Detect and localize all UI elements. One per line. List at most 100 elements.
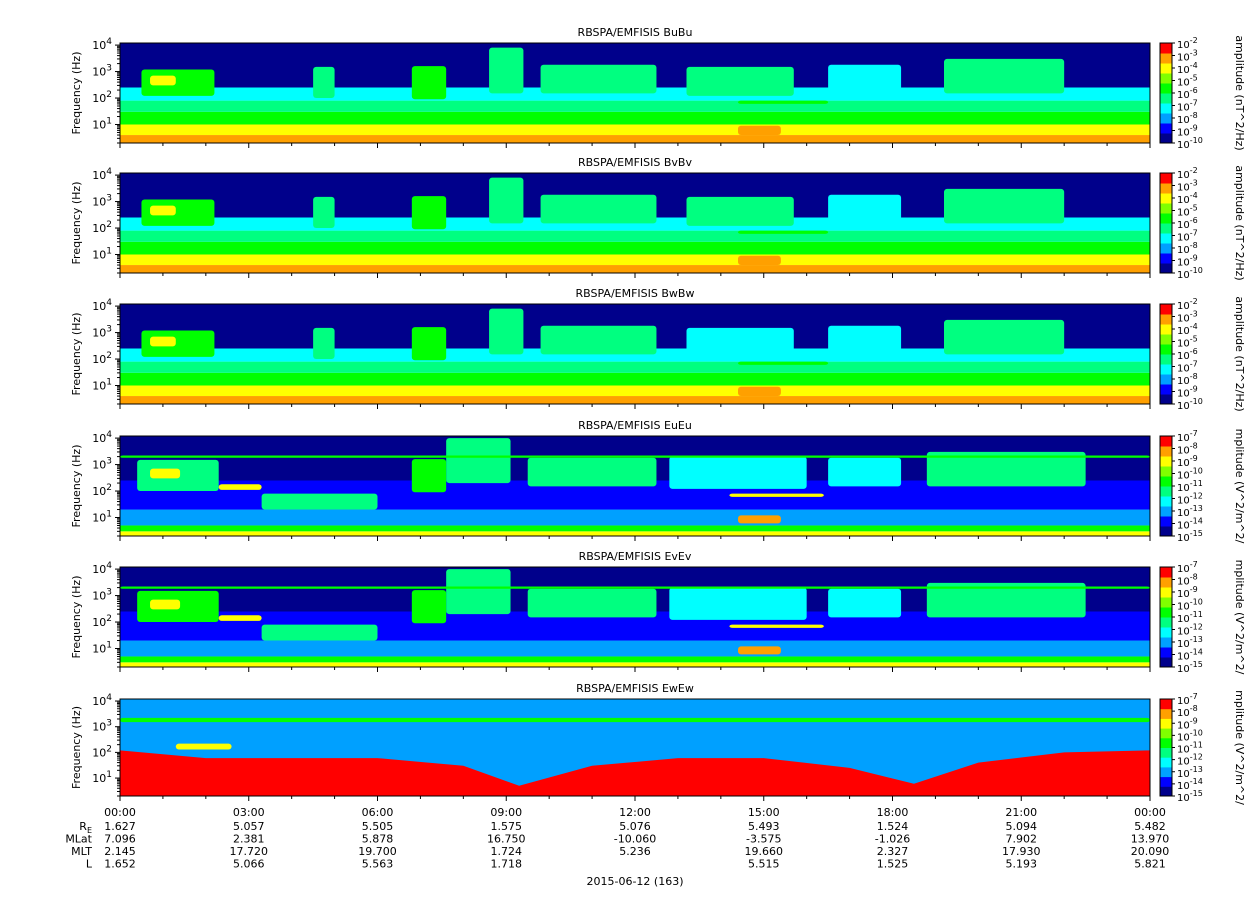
tick-base: 10 — [1177, 589, 1190, 600]
y-axis-label: Frequency (Hz) — [70, 445, 83, 528]
tick-exponent: -5 — [1190, 74, 1198, 83]
emission-feature — [926, 451, 1086, 487]
y-tick-label: 101 — [92, 770, 112, 785]
tick-base: 10 — [1177, 401, 1190, 412]
tick-exponent: -10 — [1190, 728, 1203, 737]
colorbar-swatch — [1160, 133, 1172, 144]
tick-exponent: -6 — [1190, 347, 1198, 356]
colorbar — [1159, 303, 1175, 405]
tick-base: 10 — [92, 353, 106, 366]
tick-base: 10 — [92, 92, 106, 105]
colorbar-swatch — [1160, 183, 1172, 194]
colorbar-tick-label: 10-13 — [1177, 504, 1203, 519]
colorbar-swatch — [1160, 757, 1172, 768]
ephemeris-value: 5.193 — [1006, 858, 1038, 871]
tick-base: 10 — [92, 248, 106, 261]
panel-title: RBSPA/EMFISIS BuBu — [578, 26, 693, 39]
spectrum-band — [120, 361, 1150, 373]
colorbar-swatch — [1160, 203, 1172, 214]
spectrogram-panel-3 — [115, 303, 1175, 409]
ephemeris-subscript: E — [87, 826, 92, 835]
colorbar-tick-label: 10-15 — [1177, 789, 1203, 804]
tick-base: 10 — [1177, 508, 1190, 519]
colorbar — [1159, 566, 1175, 668]
emission-feature — [150, 205, 176, 216]
tick-exponent: 3 — [106, 325, 112, 335]
tick-base: 10 — [1177, 53, 1190, 64]
colorbar-label: amplitude (nT^2/Hz) — [1233, 35, 1246, 150]
emission-feature — [944, 319, 1065, 355]
tick-exponent: -9 — [1190, 124, 1198, 133]
emission-feature — [150, 599, 181, 610]
tick-exponent: 2 — [106, 483, 112, 493]
colorbar-tick-label: 10-14 — [1177, 648, 1203, 663]
tick-exponent: 1 — [106, 246, 112, 256]
tick-exponent: -4 — [1190, 61, 1198, 70]
colorbar-tick-label: 10-7 — [1177, 229, 1198, 244]
tick-exponent: -8 — [1190, 704, 1198, 713]
tick-exponent: 2 — [106, 351, 112, 361]
spectrum-band — [120, 230, 1150, 242]
colorbar-swatch — [1160, 486, 1172, 497]
colorbar-tick-label: 10-10 — [1177, 397, 1203, 412]
ephemeris-value: 5.076 — [619, 820, 651, 833]
colorbar-tick-label: 10-8 — [1177, 442, 1198, 457]
ephemeris-value: 2.145 — [104, 845, 136, 858]
tick-exponent: -3 — [1190, 310, 1198, 319]
emission-feature — [446, 569, 511, 615]
emission-feature — [828, 325, 902, 355]
y-tick-label: 102 — [92, 483, 112, 498]
colorbar-tick-label: 10-5 — [1177, 204, 1198, 219]
tick-base: 10 — [1177, 376, 1190, 387]
tick-base: 10 — [1177, 270, 1190, 281]
tick-exponent: 1 — [106, 377, 112, 387]
tick-exponent: -9 — [1190, 585, 1198, 594]
spectrum-band — [120, 265, 1150, 273]
tick-exponent: 4 — [106, 561, 112, 571]
tick-base: 10 — [1177, 521, 1190, 532]
y-axis-label: Frequency (Hz) — [70, 52, 83, 135]
colorbar-swatch — [1160, 446, 1172, 457]
colorbar-tick-label: 10-11 — [1177, 610, 1203, 625]
ephemeris-value: 5.515 — [748, 858, 780, 871]
tick-exponent: -5 — [1190, 335, 1198, 344]
colorbar-swatch — [1160, 516, 1172, 527]
tick-exponent: 4 — [106, 298, 112, 308]
tick-base: 10 — [92, 300, 106, 313]
tick-base: 10 — [1177, 483, 1190, 494]
colorbar-swatch — [1160, 637, 1172, 648]
x-tick-label: 21:00 — [1005, 806, 1037, 819]
colorbar-swatch — [1160, 93, 1172, 104]
tick-base: 10 — [1177, 301, 1190, 312]
tick-exponent: -10 — [1190, 397, 1203, 406]
tick-exponent: -6 — [1190, 86, 1198, 95]
spectrum-band — [120, 100, 1150, 112]
colorbar-swatch — [1160, 304, 1172, 315]
tick-base: 10 — [1177, 78, 1190, 89]
tick-base: 10 — [92, 432, 106, 445]
colorbar-tick-label: 10-10 — [1177, 467, 1203, 482]
colorbar-swatch — [1160, 394, 1172, 405]
tick-base: 10 — [1177, 326, 1190, 337]
y-tick-label: 102 — [92, 351, 112, 366]
tick-exponent: 2 — [106, 744, 112, 754]
tick-base: 10 — [1177, 602, 1190, 613]
tick-exponent: -12 — [1190, 623, 1203, 632]
colorbar-swatch — [1160, 577, 1172, 588]
colorbar-swatch — [1160, 728, 1172, 739]
tick-base: 10 — [1177, 533, 1190, 544]
y-tick-label: 101 — [92, 116, 112, 131]
colorbar-swatch — [1160, 354, 1172, 365]
colorbar — [1159, 435, 1175, 537]
colorbar-swatch — [1160, 506, 1172, 517]
colorbar-swatch — [1160, 384, 1172, 395]
tick-base: 10 — [1177, 627, 1190, 638]
panel-plot-area — [120, 173, 1150, 273]
tick-base: 10 — [92, 642, 106, 655]
tick-base: 10 — [1177, 757, 1190, 768]
colorbar-tick-label: 10-2 — [1177, 166, 1198, 181]
emission-feature — [411, 196, 447, 230]
emission-feature — [540, 194, 657, 224]
ephemeris-name: R — [79, 820, 87, 833]
